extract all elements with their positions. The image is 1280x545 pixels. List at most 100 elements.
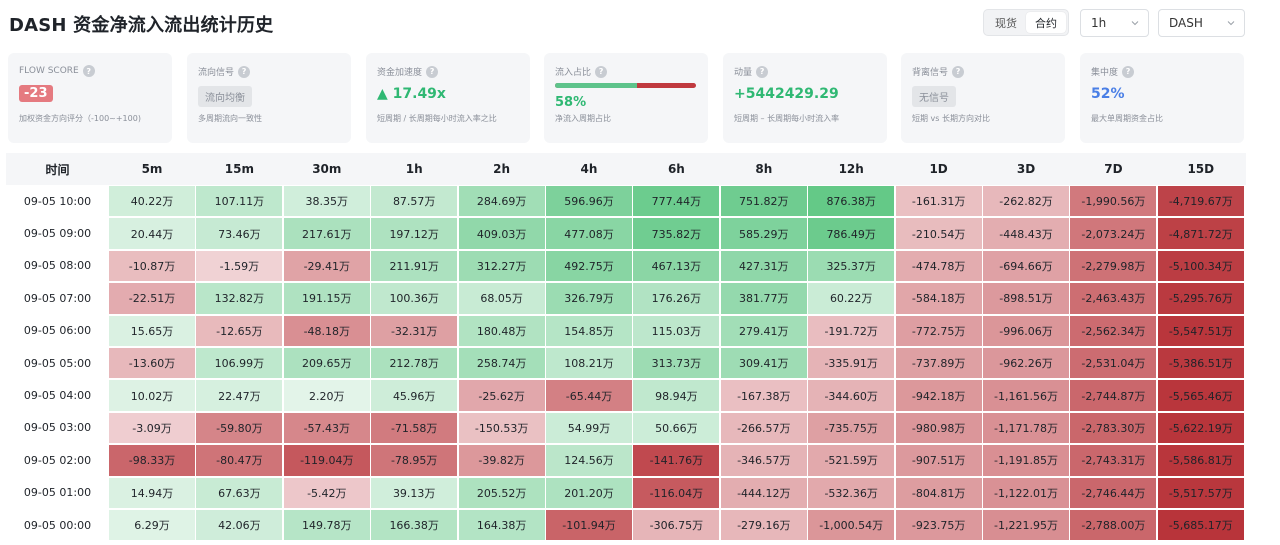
interval-select[interactable]: 1h <box>1080 9 1149 37</box>
row-time: 09-05 00:00 <box>23 518 92 532</box>
flow-cell: -116.04万 <box>633 477 720 508</box>
flow-cell: -5,547.51万 <box>1157 315 1244 346</box>
flow-cell: -1,161.56万 <box>983 380 1069 411</box>
symbol-select-value: DASH <box>1169 16 1203 30</box>
column-header-4h: 4h <box>580 162 598 176</box>
flow-cell: 149.78万 <box>283 510 370 541</box>
flow-cell: -191.72万 <box>808 315 895 346</box>
flow-cell: -12.65万 <box>196 315 283 346</box>
flow-cell: -1,000.54万 <box>808 510 895 541</box>
flow-cell: -4,871.72万 <box>1157 218 1244 249</box>
flow-history-table: 时间 5m 15m 30m 1h 2h 4h 6h 8h 12h 1D 3D 7D 15D 09-05 1… <box>6 153 1246 545</box>
help-icon[interactable]: ? <box>82 65 95 77</box>
flow-cell: 115.03万 <box>633 315 720 346</box>
flow-cell: -5,685.17万 <box>1157 510 1244 541</box>
flow-cell: 176.26万 <box>633 283 720 314</box>
inflow-ratio-bar <box>555 83 696 88</box>
flow-cell: -2,788.00万 <box>1070 510 1157 541</box>
flow-cell: -1,171.78万 <box>983 412 1069 444</box>
card-label: 动量 <box>734 68 753 78</box>
flow-cell: 20.44万 <box>109 218 195 249</box>
flow-cell: 87.57万 <box>371 186 458 217</box>
flow-cell: -22.51万 <box>109 283 195 314</box>
flow-cell: -65.44万 <box>546 380 632 411</box>
momentum-value: +5442429.29 <box>734 86 839 102</box>
flow-cell: -5,565.46万 <box>1157 380 1244 411</box>
column-header-3d: 3D <box>1016 162 1036 176</box>
flow-cell: -5,386.51万 <box>1157 348 1244 379</box>
flow-cell: 14.94万 <box>109 477 195 508</box>
flow-cell: -907.51万 <box>895 445 982 476</box>
flow-cell: 98.94万 <box>633 380 720 411</box>
flow-cell: -474.78万 <box>895 250 982 282</box>
card-subtitle: 短期 vs 长期方向对比 <box>912 114 990 123</box>
flow-cell: -141.76万 <box>633 445 720 476</box>
column-header-7d: 7D <box>1104 162 1123 176</box>
help-icon[interactable]: ? <box>238 65 251 78</box>
flow-cell: 409.03万 <box>458 218 545 249</box>
table-row: 09-05 04:00 10.02万 22.47万 2.20万 45.96万 -25.62… <box>6 379 1246 411</box>
flow-cell: -210.54万 <box>895 218 982 249</box>
flow-cell: 106.99万 <box>196 348 283 379</box>
flow-cell: 205.52万 <box>458 477 545 508</box>
flow-cell: -5,100.34万 <box>1157 250 1244 282</box>
column-header-5m: 5m <box>141 162 163 176</box>
help-icon[interactable]: ? <box>1122 65 1135 78</box>
card-flow-signal: 流向信号? 流向均衡 多周期流向一致性 <box>187 53 351 143</box>
card-label: 集中度 <box>1091 68 1119 78</box>
flow-cell: 39.13万 <box>371 477 458 508</box>
flow-cell: 197.12万 <box>371 218 458 249</box>
flow-cell: 73.46万 <box>196 218 283 249</box>
help-icon[interactable]: ? <box>756 65 769 78</box>
flow-cell: 22.47万 <box>196 380 283 411</box>
inflow-ratio-fill <box>555 83 637 88</box>
flow-cell: -1,221.95万 <box>983 510 1069 541</box>
flow-cell: -344.60万 <box>808 380 895 411</box>
flow-cell: -1.59万 <box>196 250 283 282</box>
page-title: DASH 资金净流入流出统计历史 <box>9 15 274 36</box>
market-type-toggle[interactable]: 现货 合约 <box>983 9 1069 36</box>
flow-cell: 325.37万 <box>808 250 895 282</box>
flow-cell: -5,295.76万 <box>1157 283 1244 314</box>
flow-cell: -2,783.30万 <box>1070 412 1157 444</box>
flow-cell: -59.80万 <box>196 412 283 444</box>
help-icon[interactable]: ? <box>595 65 608 78</box>
flow-cell: 427.31万 <box>720 250 807 282</box>
flow-cell: -923.75万 <box>895 510 982 541</box>
flow-cell: -80.47万 <box>196 445 283 476</box>
flow-cell: 15.65万 <box>109 315 195 346</box>
flow-cell: -346.57万 <box>720 445 807 476</box>
flow-cell: -119.04万 <box>283 445 370 476</box>
spot-toggle-button[interactable]: 现货 <box>995 16 1017 30</box>
column-header-30m: 30m <box>312 162 342 176</box>
flow-cell: 279.41万 <box>720 315 807 346</box>
help-icon[interactable]: ? <box>426 65 439 78</box>
flow-cell: 876.38万 <box>808 186 895 217</box>
flow-cell: -5,517.57万 <box>1157 477 1244 508</box>
help-icon[interactable]: ? <box>952 65 965 78</box>
symbol-select[interactable]: DASH <box>1158 9 1245 37</box>
table-row: 09-05 00:00 6.29万 42.06万 149.78万 166.38万 164.… <box>6 509 1246 541</box>
flow-cell: 786.49万 <box>808 218 895 249</box>
flow-cell: -2,562.34万 <box>1070 315 1157 346</box>
card-momentum: 动量? +5442429.29 短周期 – 长周期每小时流入率 <box>723 53 887 143</box>
flow-cell: 313.73万 <box>633 348 720 379</box>
card-subtitle: 短周期 / 长周期每小时流入率之比 <box>377 114 497 123</box>
flow-cell: 6.29万 <box>109 510 195 541</box>
flow-cell: 284.69万 <box>458 186 545 217</box>
flow-cell: 201.20万 <box>546 477 632 508</box>
interval-select-value: 1h <box>1091 16 1107 30</box>
flow-cell: -532.36万 <box>808 477 895 508</box>
flow-cell: 212.78万 <box>371 348 458 379</box>
card-acceleration: 资金加速度? ▲ 17.49x 短周期 / 长周期每小时流入率之比 <box>366 53 530 143</box>
flow-cell: 38.35万 <box>283 186 370 217</box>
futures-toggle-button[interactable]: 合约 <box>1026 12 1066 33</box>
flow-cell: -3.09万 <box>109 412 195 444</box>
row-time: 09-05 02:00 <box>23 453 92 467</box>
inflow-ratio-value: 58% <box>555 95 587 110</box>
table-header: 时间 5m 15m 30m 1h 2h 4h 6h 8h 12h 1D 3D 7D 15D <box>6 153 1246 185</box>
table-row: 09-05 09:00 20.44万 73.46万 217.61万 197.12万 409… <box>6 217 1246 249</box>
table-row: 09-05 10:00 40.22万 107.11万 38.35万 87.57万 284.… <box>6 185 1246 217</box>
flow-cell: 312.27万 <box>458 250 545 282</box>
flow-cell: 10.02万 <box>109 380 195 411</box>
